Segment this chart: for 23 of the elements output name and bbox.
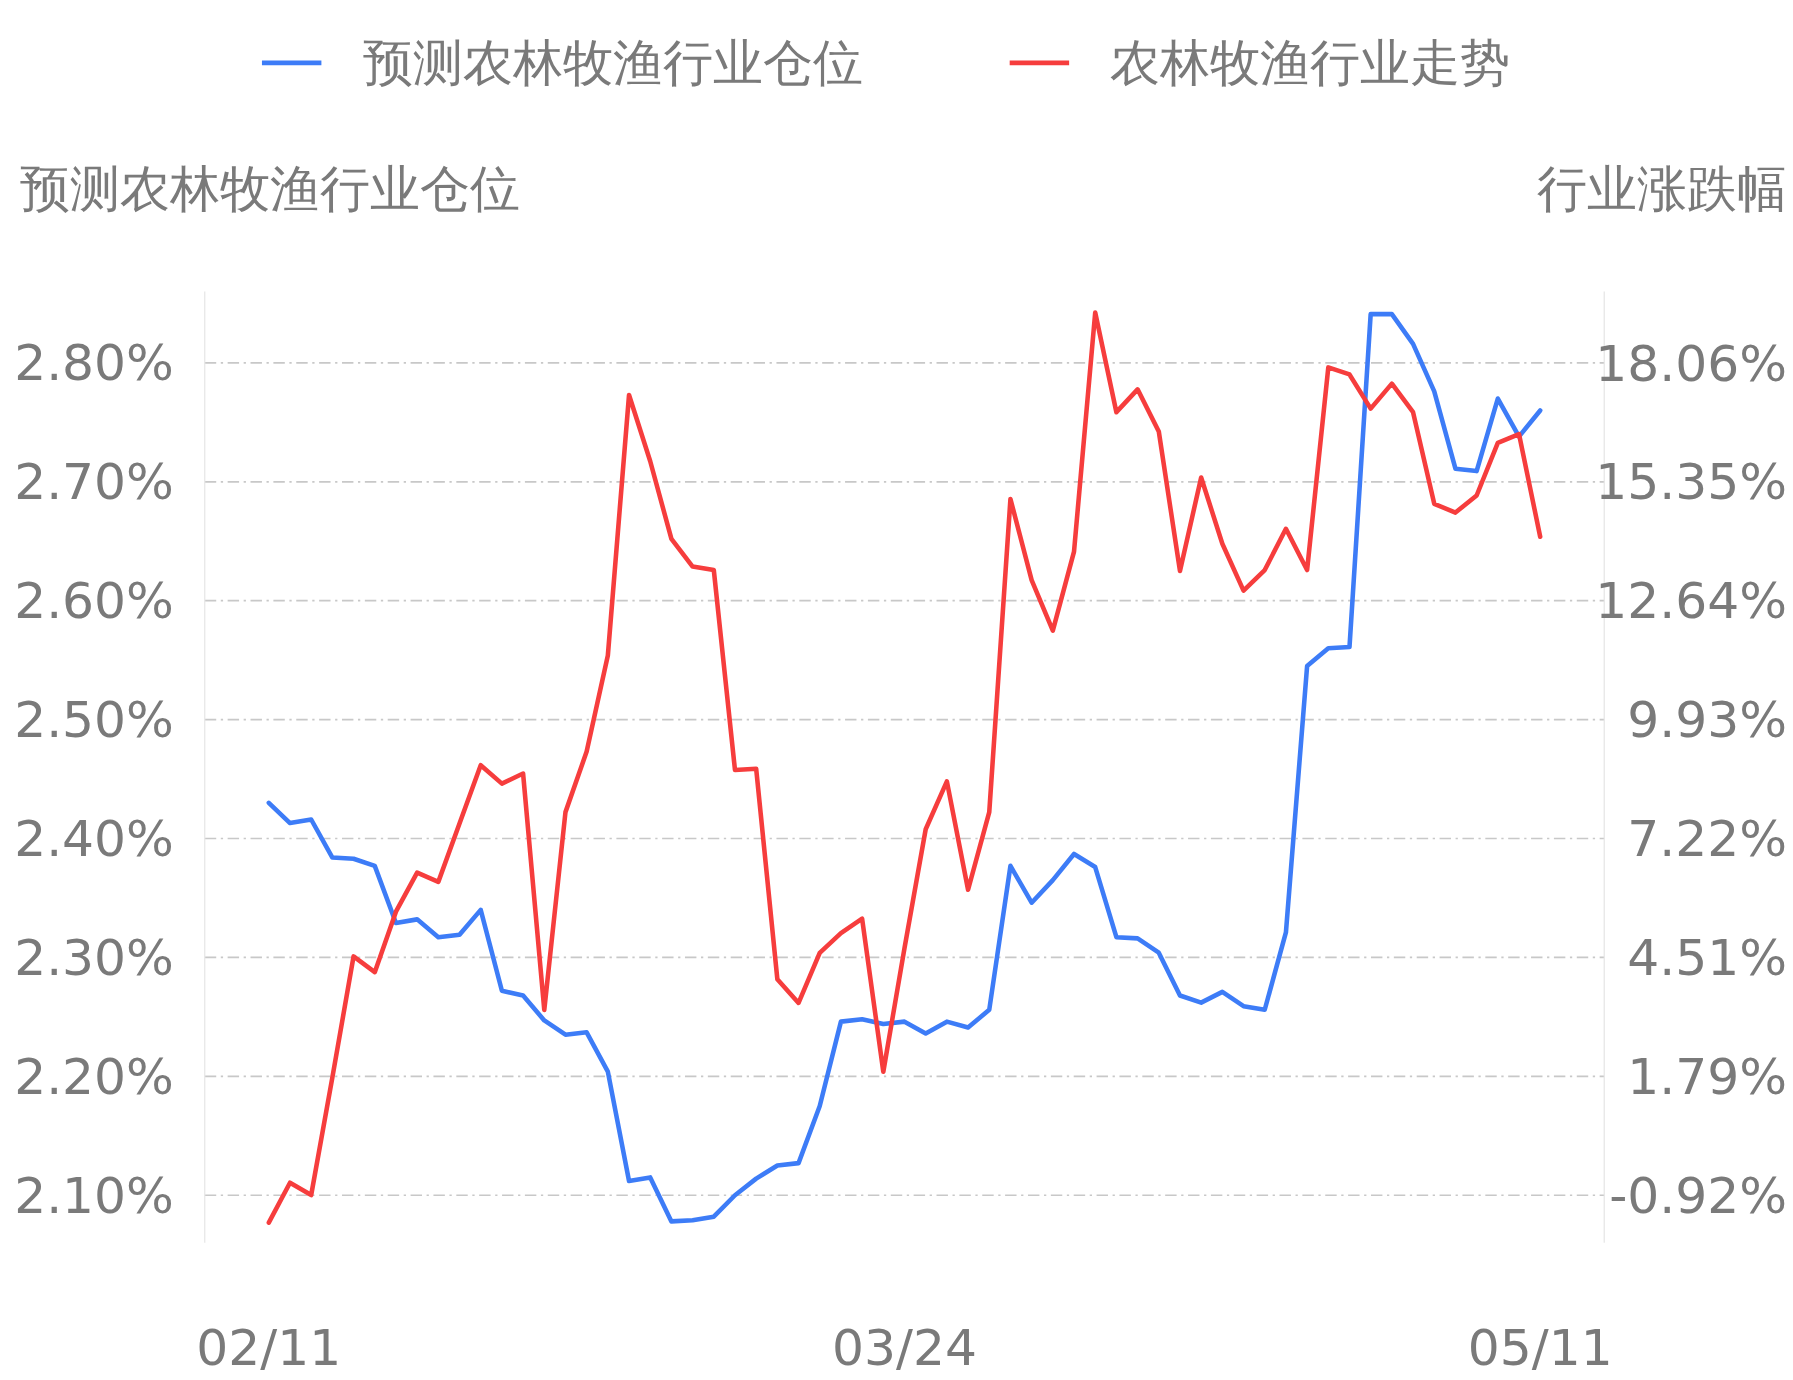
y2-tick-label: 4.51% [1627, 927, 1788, 987]
y-tick-label: 2.10% [14, 1165, 174, 1225]
y-tick-label: 2.30% [14, 927, 174, 987]
legend-label: 农林牧渔行业走势 [1110, 33, 1511, 93]
y2-axis-title: 行业涨跌幅 [1537, 159, 1788, 219]
y-tick-label: 2.70% [14, 452, 174, 512]
y-tick-label: 2.40% [14, 809, 174, 869]
x-tick-label: 03/24 [832, 1318, 977, 1378]
y2-tick-label: -0.92% [1609, 1165, 1788, 1225]
y-tick-label: 2.60% [14, 571, 174, 631]
y2-tick-label: 7.22% [1627, 808, 1788, 868]
x-tick-label: 05/11 [1467, 1318, 1613, 1378]
y-tick-label: 2.80% [14, 333, 174, 393]
y2-tick-label: 15.35% [1595, 452, 1788, 512]
y-tick-label: 2.20% [14, 1046, 174, 1106]
y2-tick-label: 18.06% [1595, 333, 1788, 393]
x-tick-label: 02/11 [196, 1318, 342, 1378]
y-tick-label: 2.50% [14, 690, 174, 750]
legend-label: 预测农林牧渔行业仓位 [362, 33, 863, 93]
y2-tick-label: 1.79% [1627, 1047, 1788, 1107]
y-axis-title: 预测农林牧渔行业仓位 [19, 159, 520, 219]
y2-tick-label: 9.93% [1627, 690, 1788, 750]
y2-tick-label: 12.64% [1595, 571, 1788, 631]
